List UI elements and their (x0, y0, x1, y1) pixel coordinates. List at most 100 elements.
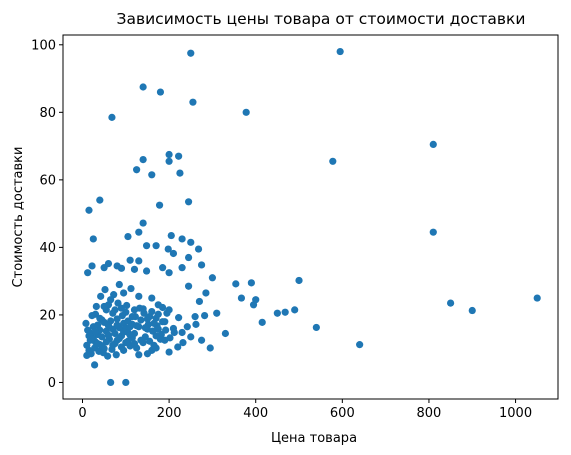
data-point (154, 310, 162, 318)
data-point (126, 256, 134, 264)
x-tick-label: 0 (78, 406, 86, 421)
data-point (88, 262, 96, 270)
data-point (135, 323, 143, 331)
data-point (139, 156, 147, 164)
data-point (127, 284, 135, 293)
data-point (128, 313, 136, 321)
data-point (102, 338, 110, 346)
data-point (101, 286, 109, 294)
data-point (118, 312, 126, 320)
data-point (113, 262, 121, 270)
data-point (137, 316, 145, 324)
y-axis-ticks: 0 20 40 60 80 100 (31, 38, 63, 391)
data-point (155, 201, 164, 209)
data-point (178, 328, 186, 337)
data-point (104, 352, 112, 360)
data-point (165, 348, 173, 356)
data-point (82, 319, 90, 327)
x-axis-label: Цена товара (271, 431, 357, 446)
data-point (135, 228, 143, 236)
data-point (148, 294, 156, 302)
data-point (91, 328, 100, 336)
x-tick-label: 1000 (499, 406, 532, 421)
data-point (175, 152, 183, 160)
data-point (135, 292, 143, 300)
data-point (166, 334, 174, 342)
data-point (237, 294, 246, 302)
data-point (139, 83, 147, 91)
data-point (189, 98, 197, 106)
data-point (206, 344, 214, 352)
data-point (242, 108, 250, 116)
data-point (150, 341, 158, 349)
data-point (273, 309, 281, 317)
data-point (120, 289, 128, 297)
data-point (114, 299, 122, 307)
data-point (85, 346, 93, 354)
data-point (142, 242, 151, 250)
data-point (100, 302, 108, 311)
data-point (165, 150, 173, 159)
data-point (356, 341, 364, 349)
data-points (82, 47, 541, 387)
data-point (91, 361, 99, 369)
data-point (194, 245, 203, 253)
data-point (133, 166, 141, 174)
plot-frame (62, 34, 559, 400)
data-point (124, 232, 132, 241)
data-point (162, 326, 170, 334)
data-point (97, 292, 105, 300)
data-point (89, 334, 97, 343)
data-point (187, 49, 195, 57)
data-point (109, 341, 117, 349)
data-point (163, 309, 171, 317)
data-point (111, 329, 119, 338)
data-point (247, 279, 255, 287)
data-point (232, 280, 240, 288)
x-axis-ticks: 0 200 400 600 800 1000 (78, 399, 532, 421)
y-tick-label: 100 (31, 38, 56, 53)
data-point (139, 219, 147, 227)
data-point (156, 88, 165, 96)
data-point (429, 228, 437, 236)
y-tick-label: 60 (39, 173, 56, 188)
data-point (96, 196, 104, 204)
data-point (179, 339, 187, 347)
data-point (187, 238, 195, 246)
data-point (336, 47, 344, 56)
data-point (133, 344, 141, 352)
data-point (195, 297, 204, 306)
data-point (167, 231, 175, 240)
data-point (213, 309, 221, 317)
data-point (208, 274, 217, 282)
data-point (169, 249, 178, 258)
chart-title: Зависимость цены товара от стоимости дос… (117, 10, 526, 28)
data-point (197, 261, 206, 269)
data-point (174, 343, 182, 351)
y-tick-label: 20 (39, 308, 56, 323)
data-point (192, 320, 200, 328)
data-point (165, 269, 173, 277)
data-point (107, 296, 115, 304)
data-point (124, 317, 132, 325)
x-tick-label: 400 (243, 406, 268, 421)
data-point (85, 206, 93, 214)
data-point (249, 301, 258, 309)
data-point (429, 140, 437, 148)
data-point (175, 314, 183, 322)
data-point (113, 321, 121, 329)
data-point (201, 312, 209, 320)
data-point (159, 303, 167, 312)
data-point (89, 235, 97, 243)
data-point (115, 334, 123, 343)
y-axis-label: Стоимость доставки (11, 147, 26, 288)
data-point (150, 319, 158, 327)
data-point (117, 304, 126, 312)
data-point (221, 329, 229, 338)
data-point (122, 378, 130, 387)
data-point (137, 336, 145, 344)
data-point (130, 306, 139, 314)
data-point (135, 257, 143, 265)
data-point (178, 235, 186, 243)
